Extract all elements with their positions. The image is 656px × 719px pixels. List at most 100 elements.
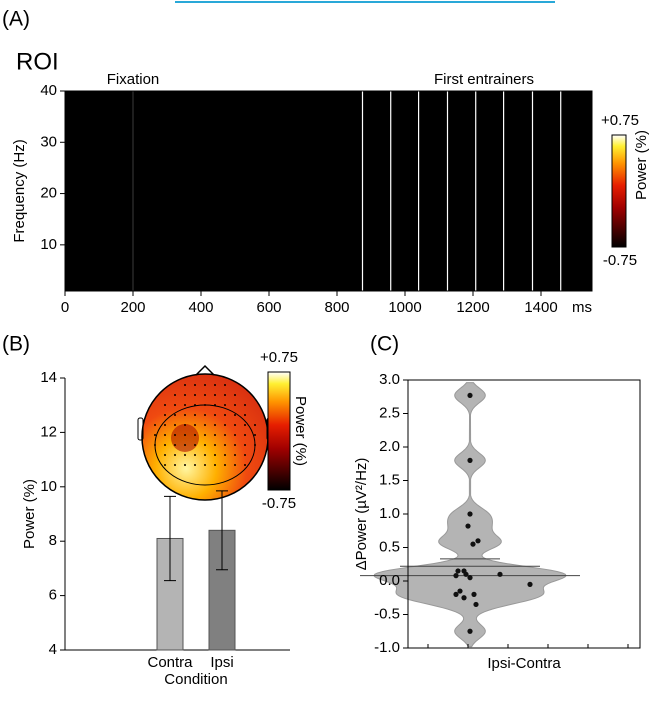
y-tick-label: 12 <box>40 423 57 440</box>
electrode <box>184 384 186 386</box>
electrode <box>254 424 256 426</box>
electrode <box>234 434 236 436</box>
electrode <box>234 464 236 466</box>
y-tick-label: 0.5 <box>379 538 400 555</box>
heatmap-cell <box>218 116 270 148</box>
heatmap-cell <box>65 255 117 277</box>
electrode <box>214 454 216 456</box>
x-tick-label: 400 <box>188 299 213 316</box>
electrode <box>224 424 226 426</box>
heatmap-cell <box>65 275 117 291</box>
electrode <box>224 434 226 436</box>
electrode <box>164 454 166 456</box>
error-bar <box>216 490 228 571</box>
electrode <box>194 414 196 416</box>
electrode <box>214 414 216 416</box>
electrode <box>174 414 176 416</box>
inset-colorbar <box>267 371 291 491</box>
heatmap-cell <box>218 178 270 210</box>
y-tick-label: 8 <box>49 532 57 549</box>
heatmap-cell <box>473 178 525 210</box>
x-tick-label: 200 <box>120 299 145 316</box>
heatmap-cell <box>167 147 219 179</box>
x-tick-label: Ipsi <box>210 654 233 671</box>
electrode <box>234 424 236 426</box>
heatmap-cell <box>218 208 270 236</box>
electrode <box>164 464 166 466</box>
heatmap-cell <box>167 208 219 236</box>
heatmap-clip <box>65 91 592 291</box>
panel-c: (C) -1.0 -0.5 0.0 0.5 1.0 1.5 2.0 2.5 3.0 Ipsi-Con… <box>353 333 641 672</box>
data-point <box>465 523 471 529</box>
electrode <box>244 424 246 426</box>
heatmap-cell <box>269 91 321 118</box>
colorbar-tick-label: -0.75 <box>262 495 296 512</box>
heatmap-cell <box>167 178 219 210</box>
electrode <box>194 434 196 436</box>
x-tick-label: Contra <box>147 654 193 671</box>
annotation: First entrainers <box>434 71 534 88</box>
electrode <box>194 444 196 446</box>
heatmap-cell <box>524 208 592 236</box>
heatmap-cell <box>116 91 168 118</box>
colorbar-tick-label: +0.75 <box>260 349 298 366</box>
electrode <box>184 454 186 456</box>
y-tick-label: 30 <box>40 133 57 150</box>
electrode <box>154 444 156 446</box>
heatmap-cell <box>269 116 321 148</box>
heatmap-cell <box>65 208 117 236</box>
heatmap-cell <box>65 178 117 210</box>
heatmap-cell <box>320 255 372 277</box>
electrode <box>194 394 196 396</box>
topomap-ear <box>137 417 144 441</box>
electrode <box>184 464 186 466</box>
data-point <box>453 573 459 579</box>
heatmap-cell <box>167 116 219 148</box>
heatmap-cell <box>371 116 423 148</box>
electrode <box>184 394 186 396</box>
electrode <box>194 384 196 386</box>
heatmap-cell <box>218 275 270 291</box>
heatmap-cell <box>524 234 592 256</box>
panel-a: (A) ROI Fixation First entrainers 0 200 400 600… <box>2 8 650 316</box>
x-tick-label: Ipsi-Contra <box>487 655 561 672</box>
electrode <box>234 444 236 446</box>
topomap-nose <box>195 364 215 376</box>
heatmap-cell <box>320 116 372 148</box>
electrode <box>184 444 186 446</box>
heatmap-cell <box>320 234 372 256</box>
data-point <box>453 591 459 598</box>
heatmap-cell <box>524 275 592 291</box>
electrode <box>214 464 216 466</box>
heatmap-cell <box>371 275 423 291</box>
data-point <box>467 511 473 517</box>
electrode <box>224 464 226 466</box>
y-tick-label: 1.5 <box>379 471 400 488</box>
electrode <box>164 404 166 406</box>
data-point <box>467 392 473 399</box>
heatmap-cell <box>116 275 168 291</box>
y-tick-label: 1.0 <box>379 505 400 522</box>
electrode <box>194 404 196 406</box>
electrode <box>214 394 216 396</box>
heatmap-cell <box>218 234 270 256</box>
heatmap-cell <box>524 116 592 148</box>
electrode <box>184 424 186 426</box>
y-tick-label: 4 <box>49 641 57 658</box>
heatmap-cell <box>269 255 321 277</box>
panel-b: (B) 4 6 8 10 12 14 Power (%) Contra IpsiCondition… <box>2 333 309 688</box>
electrode <box>174 394 176 396</box>
x-tick-label: 1200 <box>456 299 489 316</box>
heatmap-cell <box>473 255 525 277</box>
electrode <box>164 424 166 426</box>
electrode <box>174 434 176 436</box>
y-axis-label: Frequency (Hz) <box>11 139 28 242</box>
electrode <box>174 454 176 456</box>
electrode <box>194 424 196 426</box>
electrode <box>204 414 206 416</box>
heatmap-cell <box>116 255 168 277</box>
heatmap-cell <box>320 147 372 179</box>
electrode <box>154 434 156 436</box>
electrode <box>214 424 216 426</box>
y-axis-label: ΔPower (µV²/Hz) <box>353 458 370 571</box>
